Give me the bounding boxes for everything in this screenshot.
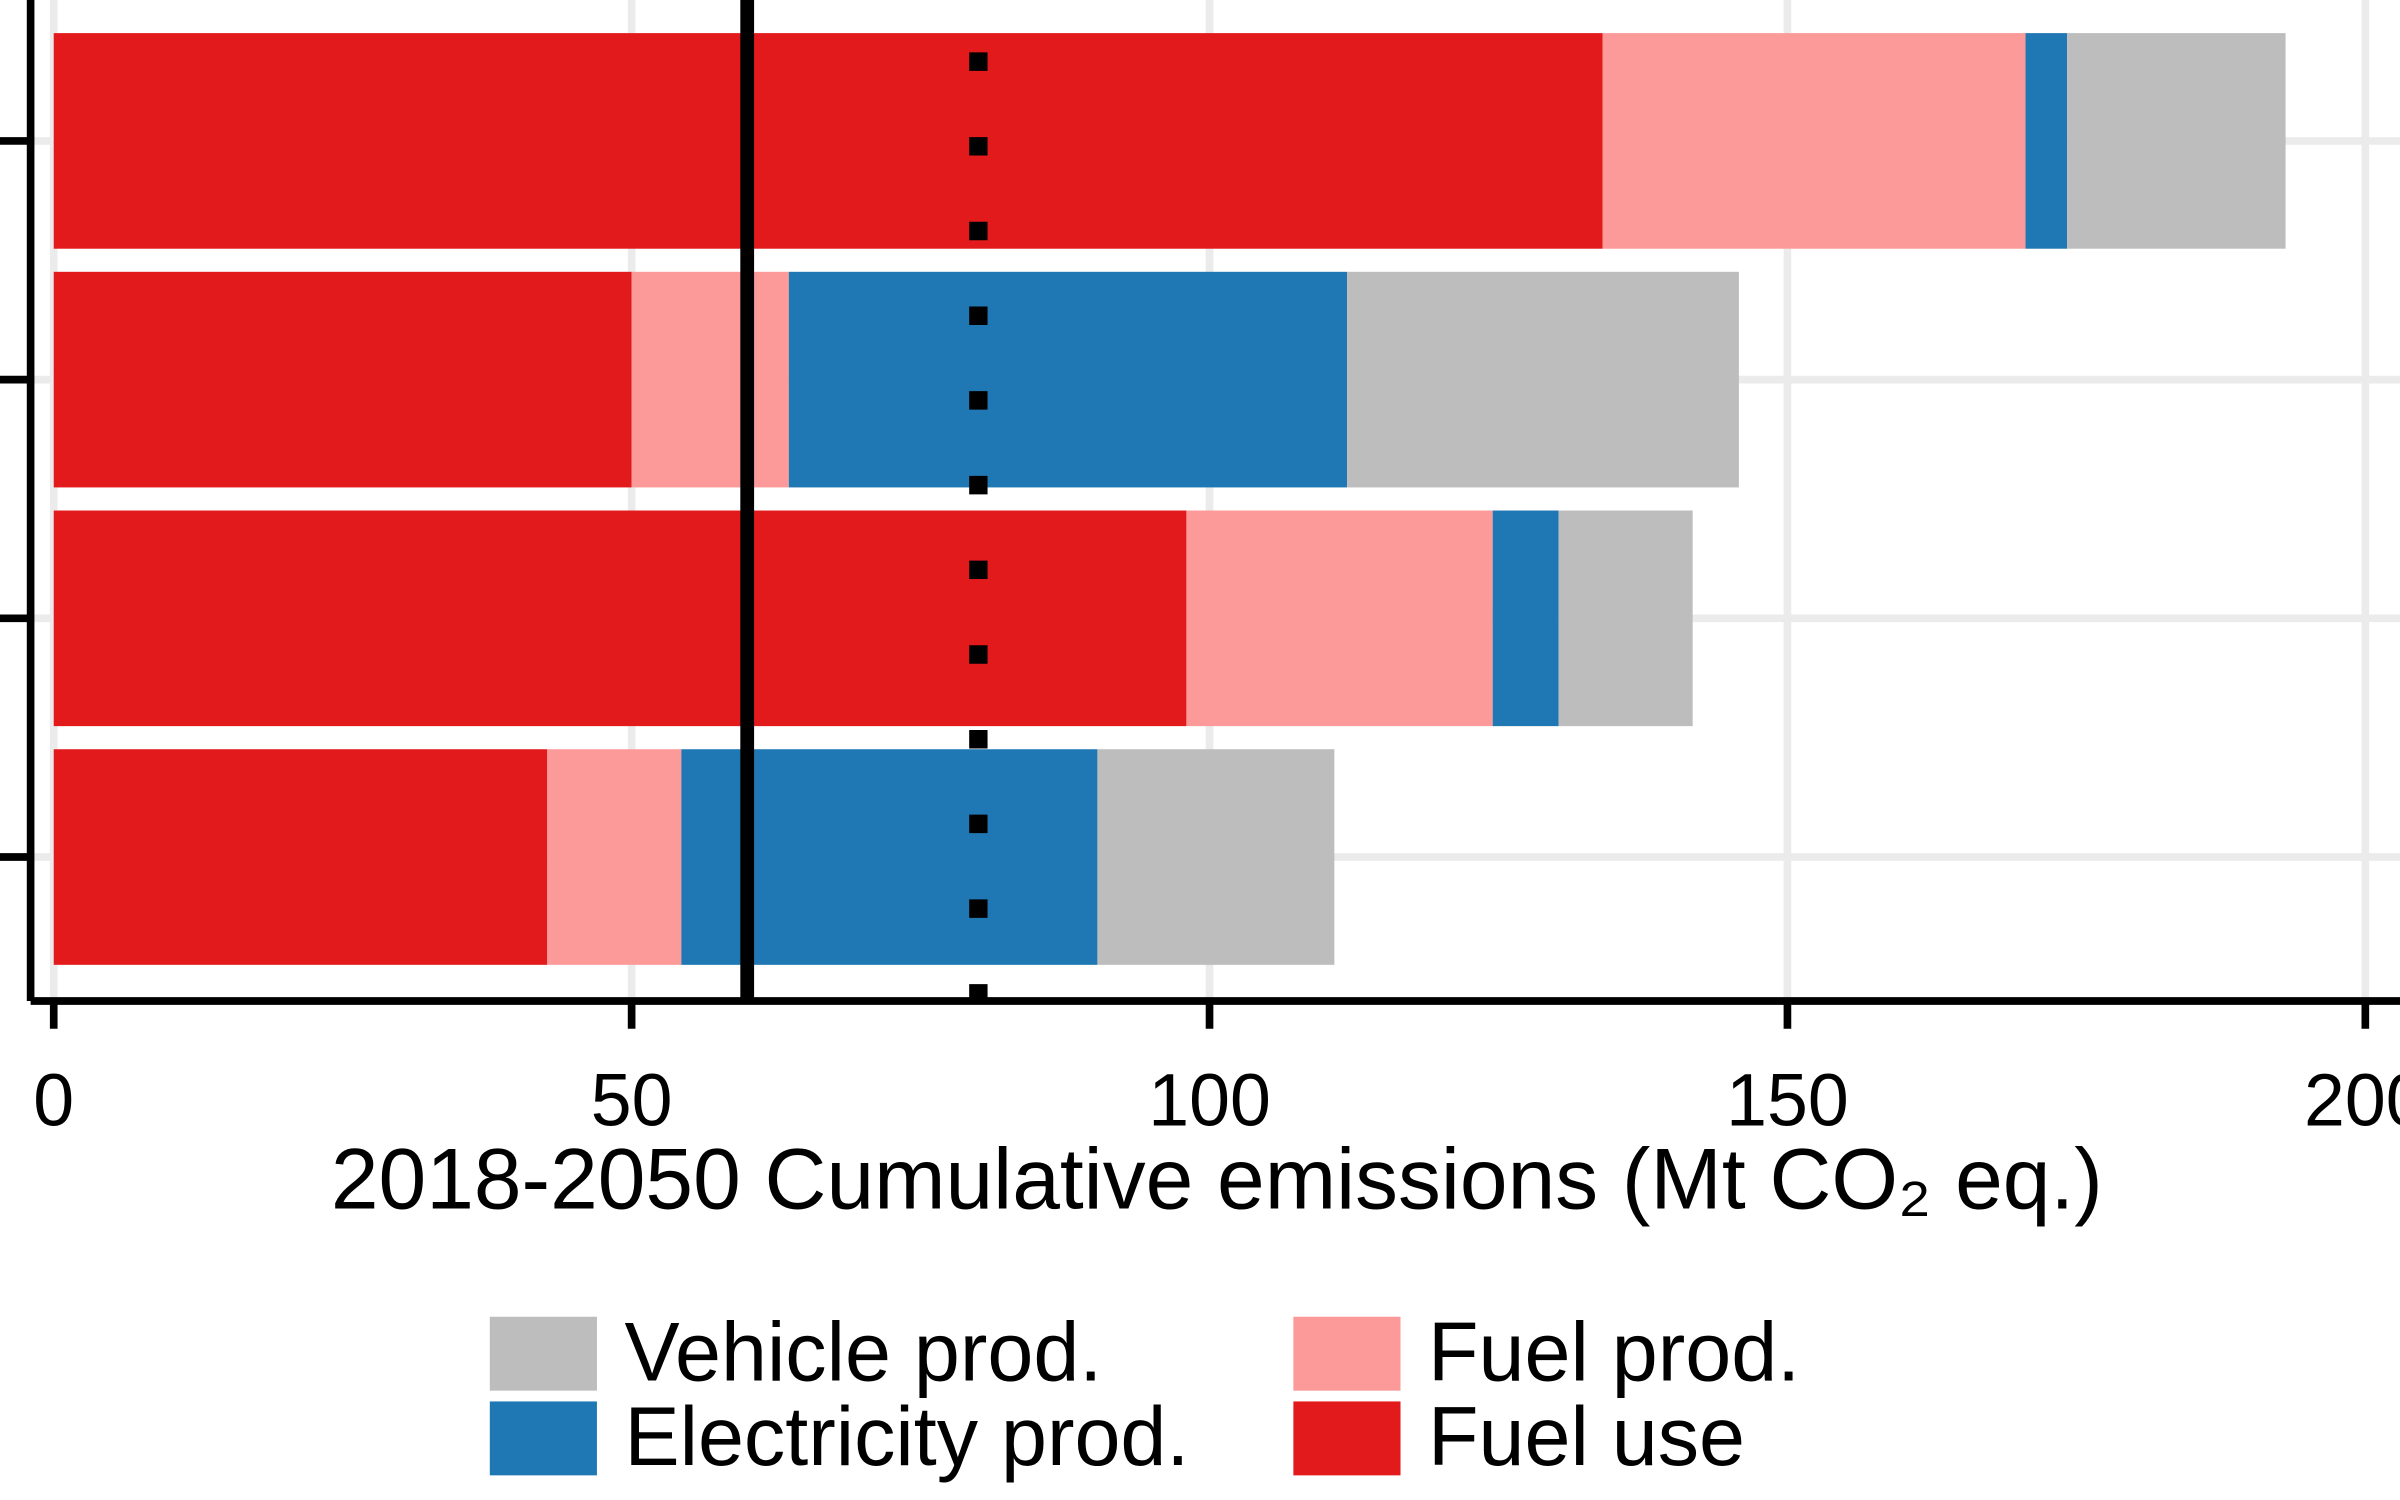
- bar-segment: [53, 749, 548, 965]
- bar-segment: [1558, 510, 1693, 727]
- x-tick-label: 0: [33, 1058, 74, 1141]
- bar-segment: [631, 271, 789, 488]
- legend-swatch: [1293, 1316, 1401, 1391]
- legend-swatch: [1293, 1401, 1401, 1476]
- bar-segment: [1186, 510, 1493, 727]
- bar-segment: [547, 749, 682, 965]
- bar-segment: [2067, 33, 2286, 249]
- bar-segment: [1602, 33, 2026, 249]
- x-tick-label: 150: [1726, 1058, 1849, 1141]
- bar-segment: [1492, 510, 1559, 727]
- bar-segment: [53, 510, 1187, 727]
- legend-label: Fuel prod.: [1428, 1305, 1800, 1398]
- x-tick-label: 100: [1148, 1058, 1271, 1141]
- x-tick-label: 200: [2304, 1058, 2400, 1141]
- bar-segment: [788, 271, 1348, 488]
- bar-segment: [53, 33, 1603, 249]
- legend-label: Vehicle prod.: [624, 1305, 1102, 1398]
- legend-label: Fuel use: [1428, 1390, 1745, 1483]
- legend-swatch: [489, 1316, 597, 1391]
- bar-segment: [2025, 33, 2068, 249]
- bar-segment: [53, 271, 632, 488]
- x-tick-label: 50: [591, 1058, 673, 1141]
- legend-swatch: [489, 1401, 597, 1476]
- bar-segment: [1097, 749, 1335, 965]
- x-axis-label: 2018-2050 Cumulative emissions (Mt CO₂ e…: [331, 1131, 2103, 1227]
- legend-label: Electricity prod.: [624, 1390, 1189, 1483]
- bar-segment: [1347, 271, 1739, 488]
